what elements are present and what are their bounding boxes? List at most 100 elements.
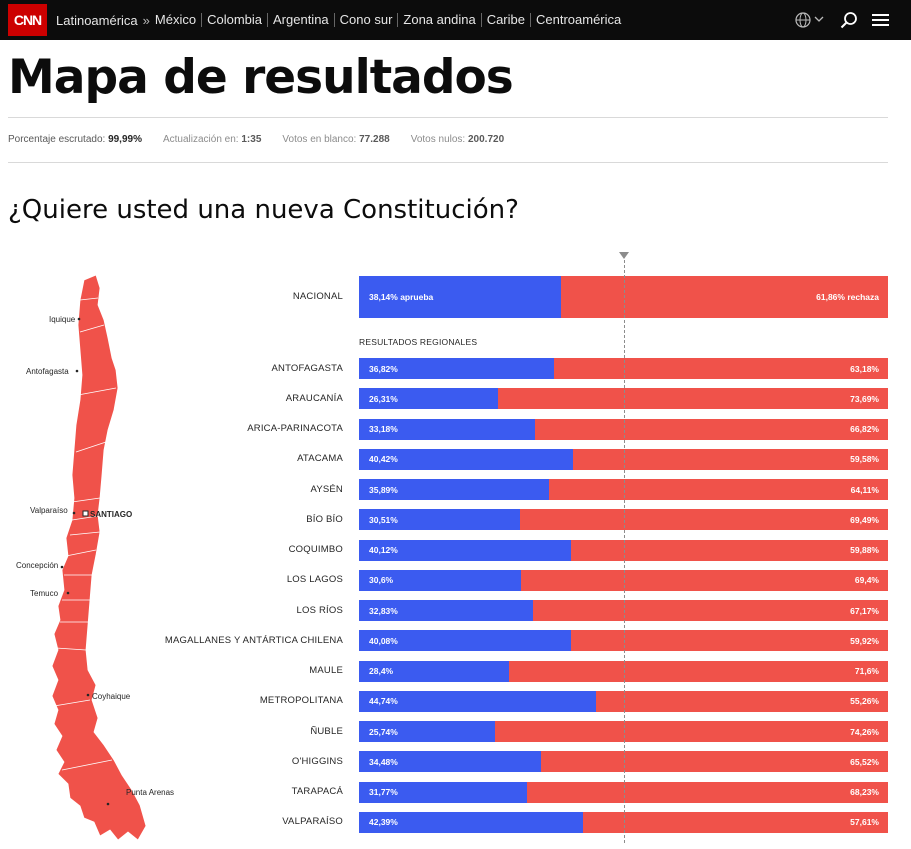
region-bar-los-rios-aprueba-bar[interactable] xyxy=(359,600,533,621)
region-bar-nuble-aprueba-value: 25,74% xyxy=(369,726,398,737)
chile-map[interactable]: Iquique Antofagasta Valparaíso SANTIAGO … xyxy=(0,270,200,845)
region-bar-metropolitana-label: METROPOLITANA xyxy=(259,695,343,707)
cnn-logo[interactable]: CNN xyxy=(8,4,47,36)
results-stats: Porcentaje escrutado: 99,99% Actualizaci… xyxy=(8,134,504,145)
region-bar-araucania-aprueba-value: 26,31% xyxy=(369,393,398,404)
stat-votos-nulos: Votos nulos: 200.720 xyxy=(410,134,505,145)
stat-escrutado: Porcentaje escrutado: 99,99% xyxy=(8,134,142,145)
region-bar-valparaiso-aprueba-bar[interactable] xyxy=(359,811,584,833)
region-bar-bio-bio-rechaza-value: 69,49% xyxy=(850,514,879,525)
region-bar-valparaiso-rechaza-bar[interactable] xyxy=(583,811,888,833)
nav-region-link[interactable]: Latinoamérica xyxy=(56,12,138,28)
region-bar-magallanes-y-antartica-chilena-label: MAGALLANES Y ANTÁRTICA CHILENA xyxy=(164,634,343,646)
city-label-concepcion: Concepción xyxy=(16,561,58,570)
region-bar-coquimbo-aprueba-bar[interactable] xyxy=(359,539,572,561)
region-bar-metropolitana-aprueba-bar[interactable] xyxy=(359,690,596,712)
city-dot xyxy=(77,317,81,321)
nav-separator: » xyxy=(142,12,150,28)
region-bar-araucania-label: ARAUCANÍA xyxy=(285,392,343,404)
region-bar-valparaiso-label: VALPARAÍSO xyxy=(282,816,343,828)
region-bar-aysen-rechaza-bar[interactable] xyxy=(548,479,888,500)
region-bar-arica-parinacota-aprueba-value: 33,18% xyxy=(369,424,398,434)
city-dot xyxy=(60,565,64,569)
region-bar-metropolitana-rechaza-value: 55,26% xyxy=(850,696,879,707)
region-bar-metropolitana-rechaza-bar[interactable] xyxy=(595,690,888,712)
region-bar-maule-rechaza-bar[interactable] xyxy=(509,660,888,682)
search-icon[interactable] xyxy=(840,11,858,29)
nav-item-colombia[interactable]: Colombia xyxy=(201,13,267,27)
region-bar-atacama-aprueba-bar[interactable] xyxy=(359,448,573,470)
nav-item-cono-sur[interactable]: Cono sur xyxy=(333,13,398,27)
region-bar-maule-aprueba-bar[interactable] xyxy=(359,660,510,682)
region-bar-bio-bio-rechaza-bar[interactable] xyxy=(520,509,888,531)
region-nav: Latinoamérica » México Colombia Argentin… xyxy=(56,0,626,40)
region-bar-los-lagos-rechaza-bar[interactable] xyxy=(520,569,888,591)
region-bar-arica-parinacota-aprueba-bar[interactable] xyxy=(359,418,535,440)
city-label-valparaiso: Valparaíso xyxy=(30,506,68,515)
city-dot xyxy=(72,511,76,515)
chile-map-shape[interactable] xyxy=(51,274,147,841)
city-markers: Iquique Antofagasta Valparaíso SANTIAGO … xyxy=(16,315,174,806)
region-bar-antofagasta-aprueba-bar[interactable] xyxy=(359,358,554,379)
city-dot xyxy=(86,693,90,697)
region-bar-bio-bio-aprueba-bar[interactable] xyxy=(359,509,521,531)
region-bar-los-rios-rechaza-value: 67,17% xyxy=(850,605,879,616)
national-bar-rechaza-value: 61,86% rechaza xyxy=(816,292,879,302)
region-bar-atacama-rechaza-value: 59,58% xyxy=(850,454,879,465)
region-bar-tarapaca-rechaza-bar[interactable] xyxy=(527,781,888,803)
region-bar-nuble-rechaza-bar[interactable] xyxy=(495,721,888,742)
region-bar-araucania-rechaza-bar[interactable] xyxy=(498,388,888,410)
region-bar-los-lagos-aprueba-value: 30,6% xyxy=(369,575,394,586)
divider xyxy=(8,117,888,118)
region-bar-coquimbo-label: COQUIMBO xyxy=(288,544,343,555)
region-bar-aysen-aprueba-bar[interactable] xyxy=(359,479,549,500)
region-bar-nuble-aprueba-bar[interactable] xyxy=(359,721,496,742)
region-bar-o-higgins-rechaza-value: 65,52% xyxy=(850,756,879,767)
nav-item-zona-andina[interactable]: Zona andina xyxy=(397,13,480,27)
region-bar-antofagasta-rechaza-bar[interactable] xyxy=(553,358,888,379)
region-bar-o-higgins-label: O'HIGGINS xyxy=(291,755,343,767)
region-bar-magallanes-y-antartica-chilena-rechaza-value: 59,92% xyxy=(850,635,879,646)
region-bar-magallanes-y-antartica-chilena-rechaza-bar[interactable] xyxy=(571,630,888,652)
region-bar-los-rios-rechaza-bar[interactable] xyxy=(532,600,888,621)
region-bar-magallanes-y-antartica-chilena-aprueba-bar[interactable] xyxy=(359,630,572,652)
divider xyxy=(8,162,888,163)
city-label-antofagasta: Antofagasta xyxy=(26,367,69,376)
region-bar-arica-parinacota-rechaza-bar[interactable] xyxy=(534,418,888,440)
national-bar-label: NACIONAL xyxy=(292,291,343,302)
region-bar-araucania-aprueba-bar[interactable] xyxy=(359,388,499,410)
region-bar-nuble-rechaza-value: 74,26% xyxy=(850,726,879,737)
region-bar-aysen-rechaza-value: 64,11% xyxy=(850,484,879,495)
region-bar-los-lagos-aprueba-bar[interactable] xyxy=(359,569,521,591)
region-bar-coquimbo-rechaza-value: 59,88% xyxy=(850,545,879,555)
region-bar-tarapaca-aprueba-value: 31,77% xyxy=(369,787,398,797)
region-bar-arica-parinacota-label: ARICA-PARINACOTA xyxy=(247,423,343,434)
region-bar-metropolitana-aprueba-value: 44,74% xyxy=(369,696,398,707)
national-bar-aprueba-bar[interactable] xyxy=(359,276,561,318)
national-bar-rechaza-bar[interactable] xyxy=(560,276,888,318)
region-bar-coquimbo-aprueba-value: 40,12% xyxy=(369,545,398,555)
stat-actualizacion: Actualización en: 1:35 xyxy=(162,134,262,145)
region-bar-antofagasta-label: ANTOFAGASTA xyxy=(271,362,343,374)
region-bar-coquimbo-rechaza-bar[interactable] xyxy=(571,539,888,561)
region-bar-nuble-label: ÑUBLE xyxy=(310,725,343,737)
region-bar-o-higgins-aprueba-value: 34,48% xyxy=(369,756,398,767)
nav-item-caribe[interactable]: Caribe xyxy=(480,13,530,27)
region-bar-tarapaca-aprueba-bar[interactable] xyxy=(359,781,528,803)
stat-votos-blanco: Votos en blanco: 77.288 xyxy=(282,134,390,145)
region-bar-los-rios-aprueba-value: 32,83% xyxy=(369,605,398,616)
city-label-temuco: Temuco xyxy=(30,589,59,598)
region-bar-atacama-rechaza-bar[interactable] xyxy=(572,448,888,470)
region-bar-o-higgins-rechaza-bar[interactable] xyxy=(541,751,888,773)
region-bar-los-lagos-rechaza-value: 69,4% xyxy=(854,575,879,586)
top-navigation-bar: CNN Latinoamérica » México Colombia Arge… xyxy=(0,0,911,40)
menu-icon[interactable] xyxy=(872,13,889,27)
results-chart: NACIONAL 38,14% aprueba 61,86% rechaza RESU… xyxy=(0,250,911,849)
nav-item-argentina[interactable]: Argentina xyxy=(267,13,334,27)
globe-icon[interactable] xyxy=(794,11,826,29)
nav-item-mexico[interactable]: México xyxy=(154,12,197,27)
nav-item-centroamerica[interactable]: Centroamérica xyxy=(529,13,626,27)
regional-results-subtitle: RESULTADOS REGIONALES xyxy=(359,337,478,347)
city-label-iquique: Iquique xyxy=(49,315,76,324)
region-bar-o-higgins-aprueba-bar[interactable] xyxy=(359,751,542,773)
